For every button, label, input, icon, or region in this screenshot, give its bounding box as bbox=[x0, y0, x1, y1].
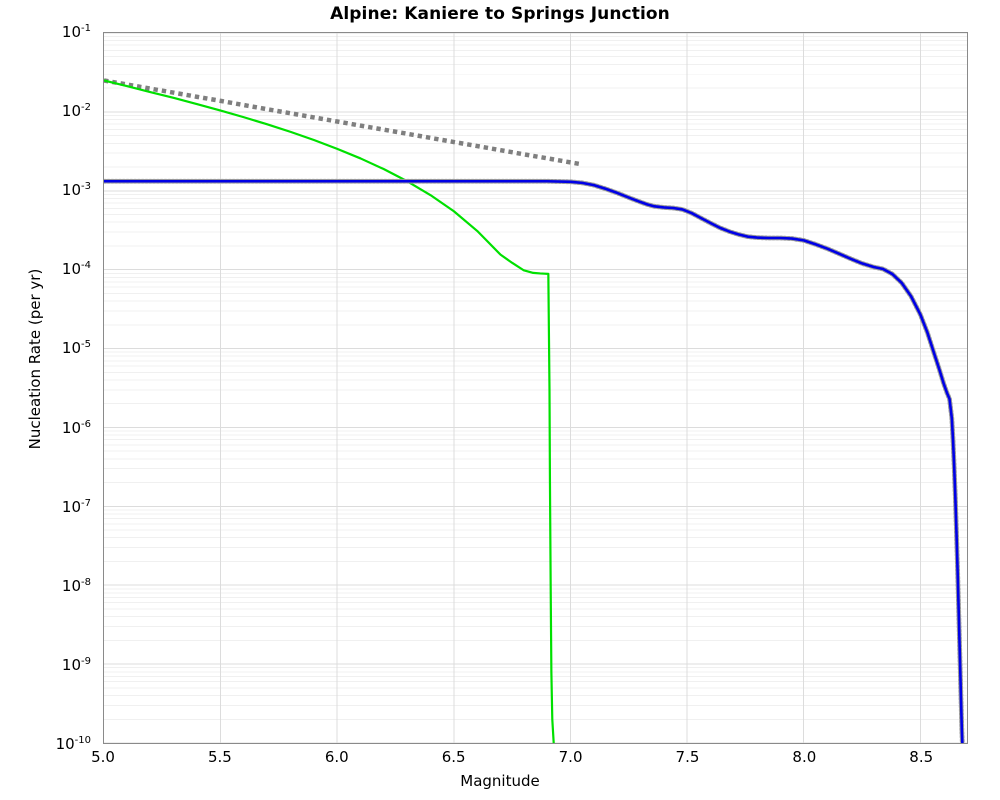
y-tick-label: 10-3 bbox=[61, 181, 91, 200]
x-tick-label: 6.0 bbox=[324, 748, 349, 766]
y-tick-label: 10-5 bbox=[61, 339, 91, 358]
x-tick-label: 7.5 bbox=[675, 748, 700, 766]
x-tick-label: 7.0 bbox=[558, 748, 583, 766]
y-tick-label: 10-2 bbox=[61, 102, 91, 121]
x-axis-tick-labels: 5.0 5.5 6.0 6.5 7.0 7.5 8.0 8.5 bbox=[91, 748, 968, 772]
x-axis-label: Magnitude bbox=[460, 772, 540, 790]
x-tick-label: 8.5 bbox=[909, 748, 934, 766]
data-series-layer bbox=[104, 78, 965, 743]
y-tick-label: 10-9 bbox=[61, 655, 91, 674]
y-tick-label: 10-7 bbox=[61, 497, 91, 516]
y-tick-label: 10-6 bbox=[61, 418, 91, 437]
x-tick-label: 5.0 bbox=[91, 748, 115, 766]
chart-title: Alpine: Kaniere to Springs Junction bbox=[330, 4, 670, 24]
x-tick-label: 8.0 bbox=[792, 748, 817, 766]
gridlines bbox=[104, 33, 967, 743]
y-tick-label: 10-8 bbox=[61, 576, 91, 595]
series-line-blue-curve bbox=[104, 179, 964, 743]
y-tick-label: 10-10 bbox=[55, 735, 91, 753]
y-axis-label: Nucleation Rate (per yr) bbox=[26, 268, 44, 450]
y-tick-label: 10-1 bbox=[61, 23, 91, 41]
y-tick-label: 10-4 bbox=[61, 260, 91, 279]
series-line-gutenberg-richter-reference bbox=[104, 78, 583, 167]
series-marker-trail-blue-curve bbox=[104, 178, 965, 743]
x-tick-label: 5.5 bbox=[207, 748, 232, 766]
plot-area bbox=[103, 32, 968, 744]
y-axis-tick-labels: 10-1 10-2 10-3 10-4 10-5 10-6 10-7 10-8 10-9 10-1… bbox=[0, 23, 97, 753]
series-line-green-curve bbox=[104, 79, 555, 743]
x-tick-label: 6.5 bbox=[441, 748, 466, 766]
